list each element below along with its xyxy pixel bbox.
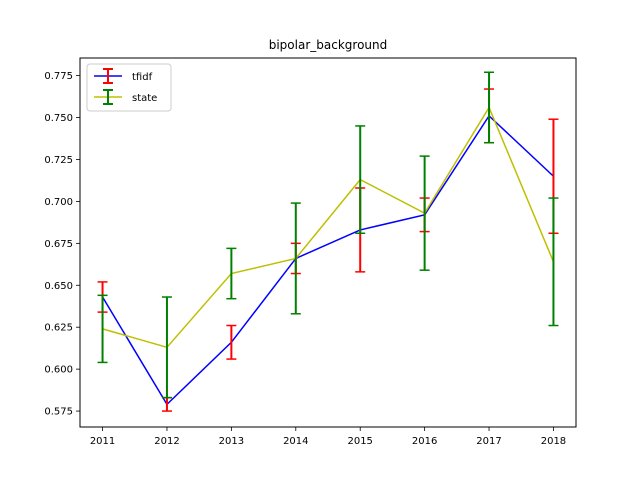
plot-frame (79, 57, 577, 428)
x-tick-label-2011: 2011 (90, 436, 115, 447)
y-tick-label-0.750: 0.750 (44, 113, 73, 124)
series-state (97, 71, 559, 399)
y-tick-label-0.725: 0.725 (44, 155, 73, 166)
x-tick-label-2015: 2015 (347, 436, 372, 447)
y-tick-label-0.575: 0.575 (44, 407, 73, 418)
x-tick-label-2018: 2018 (541, 436, 566, 447)
legend-box (86, 63, 172, 112)
y-tick-label-0.625: 0.625 (44, 323, 73, 334)
series-line-state (102, 105, 555, 349)
y-tick-label-0.775: 0.775 (44, 71, 73, 82)
y-tick-label-0.650: 0.650 (44, 281, 73, 292)
x-tick-label-2013: 2013 (219, 436, 244, 447)
y-tick-label-0.600: 0.600 (44, 365, 73, 376)
x-tick-label-2016: 2016 (412, 436, 437, 447)
y-tick-label-0.675: 0.675 (44, 239, 73, 250)
legend-item-tfidf: tfidf (94, 68, 153, 84)
x-axis: 2011 2012 2013 2014 2015 2016 2017 2018 (90, 427, 566, 447)
legend-item-state: state (94, 89, 157, 105)
chart-title: bipolar_background (269, 38, 388, 52)
x-tick-label-2014: 2014 (283, 436, 308, 447)
x-tick-label-2017: 2017 (476, 436, 501, 447)
series-line-tfidf (101, 114, 554, 406)
y-tick-label-0.700: 0.700 (44, 197, 73, 208)
legend: tfidf state (86, 63, 172, 112)
legend-label-state: state (132, 93, 157, 104)
x-tick-label-2012: 2012 (154, 436, 179, 447)
plot-area (97, 71, 559, 412)
legend-label-tfidf: tfidf (132, 72, 153, 83)
y-axis: 0.575 0.600 0.625 0.650 0.675 0.700 0.725 0.750… (44, 71, 80, 418)
